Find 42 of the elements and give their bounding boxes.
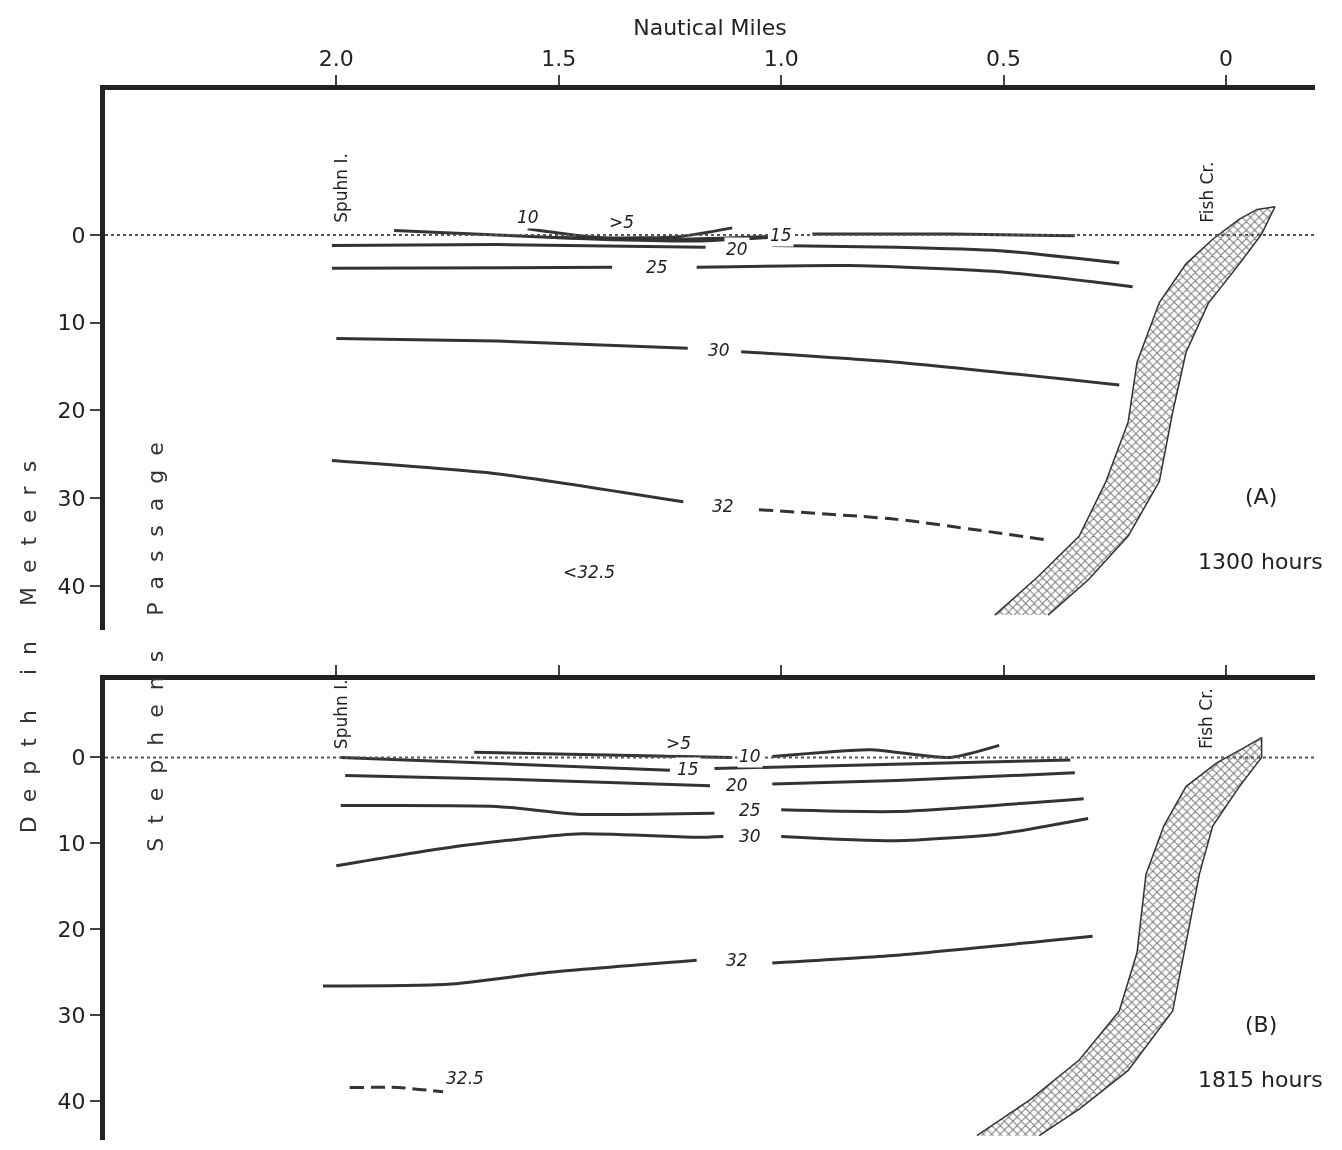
y-tick-label: 40	[57, 1089, 86, 1115]
annotation: 30	[708, 340, 730, 360]
annotation: 25	[739, 800, 761, 820]
y-tick-label: 10	[57, 310, 86, 336]
x-axis-title: Nautical Miles	[633, 15, 787, 40]
y-tick-label: 20	[57, 398, 86, 424]
y-tick-label: 20	[57, 917, 86, 943]
annotation: Spuhn I.	[330, 679, 351, 750]
y-tick-label: 30	[57, 1003, 86, 1029]
annotation: >5	[609, 212, 635, 232]
annotation: 20	[726, 239, 748, 259]
annotation: 32.5	[446, 1068, 484, 1088]
annotation: 20	[726, 775, 748, 795]
x-tick-label: 0.5	[986, 46, 1022, 72]
y-axis-title: Depth in Meters	[15, 446, 41, 834]
annotation: 15	[677, 759, 699, 779]
x-tick-label: 2.0	[318, 46, 354, 72]
text: 1815 hours	[1198, 1067, 1323, 1092]
x-tick-label: 1.5	[541, 46, 577, 72]
annotation: 30	[739, 826, 761, 846]
text: (A)	[1245, 484, 1278, 509]
annotation: Fish Cr.	[1196, 687, 1217, 749]
annotation: 10	[739, 746, 761, 766]
annotation: <32.5	[563, 562, 616, 582]
annotation: 10	[517, 207, 539, 227]
annotation: >5	[666, 733, 692, 753]
annotation: Spuhn I.	[330, 153, 351, 223]
y-tick-label: 40	[57, 573, 86, 599]
x-tick-label: 1.0	[763, 46, 799, 72]
annotation: 32	[726, 950, 748, 970]
y-tick-label: 30	[57, 485, 86, 511]
x-tick-label: 0	[1219, 46, 1234, 72]
text: 1300 hours	[1198, 549, 1323, 574]
annotation: 32	[712, 496, 734, 516]
annotation: 15	[770, 225, 792, 245]
y-tick-label: 0	[71, 745, 86, 771]
annotation: 25	[646, 257, 668, 277]
y-tick-label: 10	[57, 831, 86, 857]
annotation: Fish Cr.	[1196, 161, 1217, 223]
annotation: Stephens Passage	[142, 428, 168, 852]
text: (B)	[1245, 1012, 1278, 1037]
y-tick-label: 0	[71, 222, 86, 248]
